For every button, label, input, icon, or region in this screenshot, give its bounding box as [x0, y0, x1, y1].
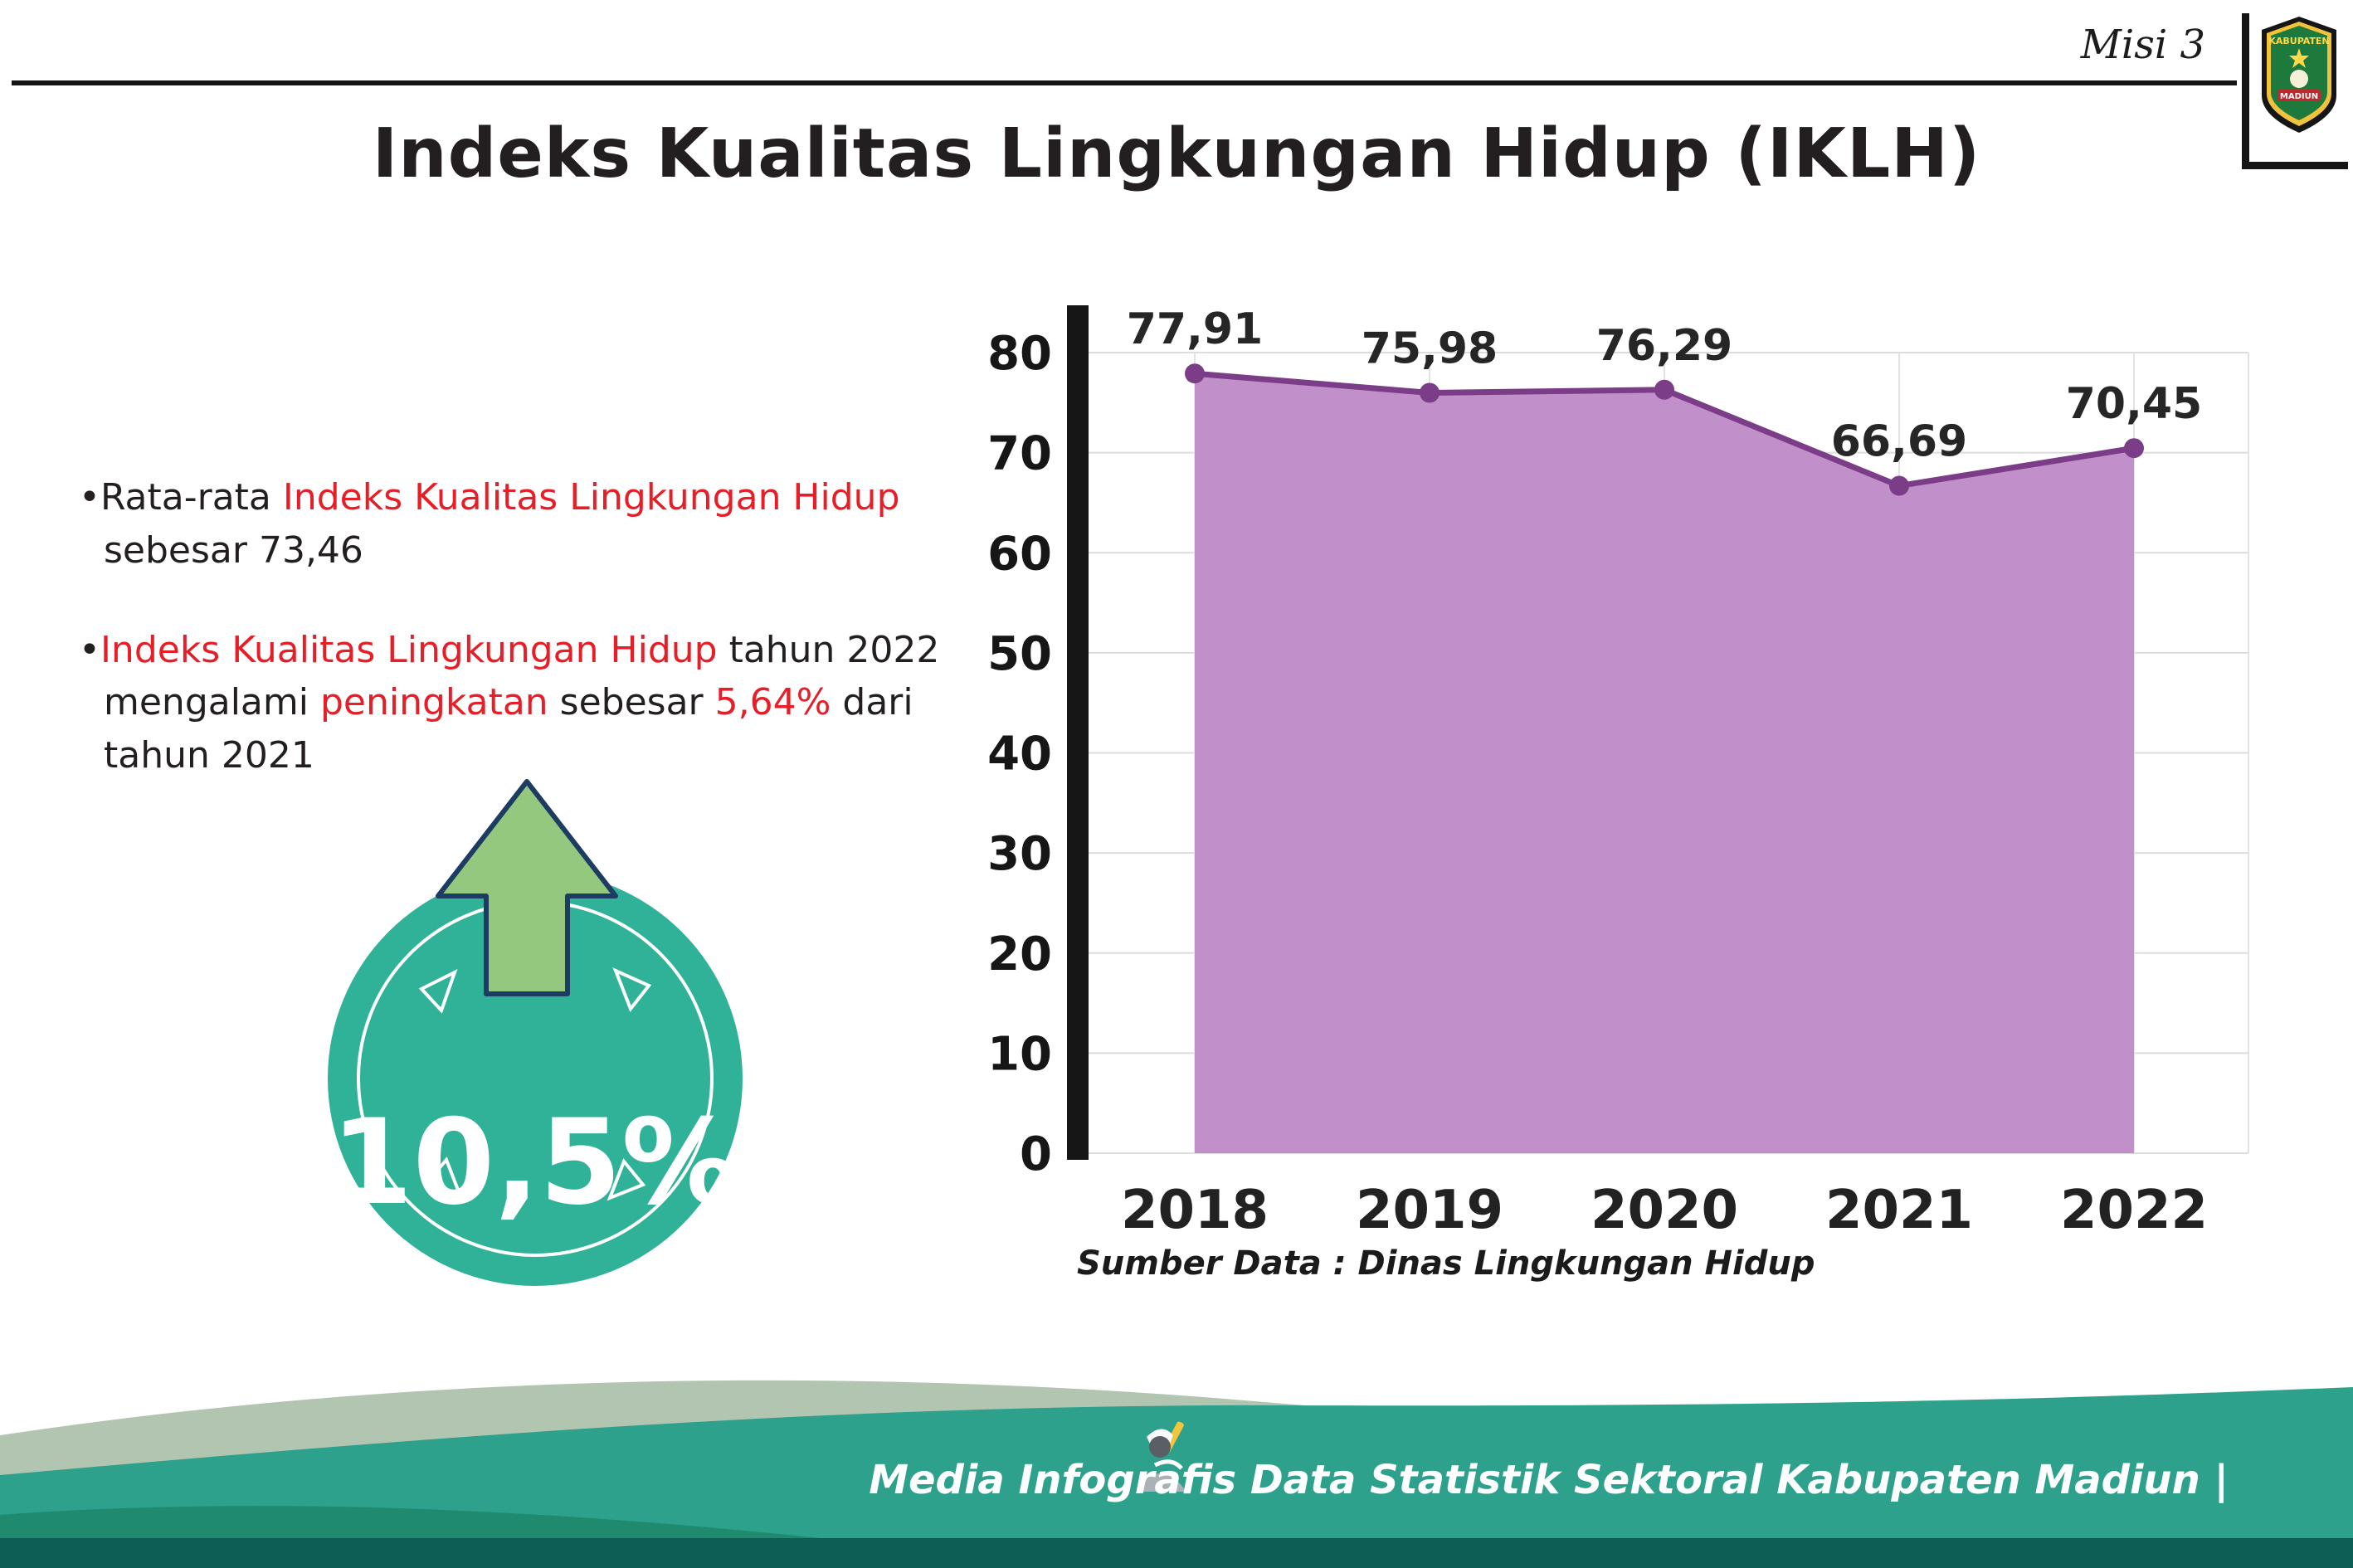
deco-triangle-icon: [424, 1157, 464, 1200]
y-tick-label: 10: [987, 1027, 1052, 1081]
x-tick-label: 2020: [1591, 1180, 1738, 1241]
value-label: 76,29: [1596, 321, 1732, 371]
deco-triangle-icon: [607, 1158, 646, 1201]
crest-top-text: KABUPATEN: [2268, 36, 2329, 46]
bullet-marker: •: [79, 476, 100, 519]
page-title: Indeks Kualitas Lingkungan Hidup (IKLH): [372, 114, 1981, 193]
y-tick-label: 50: [987, 627, 1052, 681]
text-segment: dari tahun 2021: [104, 681, 913, 777]
value-label: 75,98: [1362, 324, 1498, 373]
text-segment-highlight: Indeks Kualitas Lingkungan Hidup: [282, 476, 900, 519]
y-tick-label: 40: [987, 728, 1052, 782]
text-segment: Rata-rata: [100, 476, 283, 519]
text-segment: sebesar 73,46: [104, 528, 363, 572]
mascot-writer-icon: [1137, 1421, 1186, 1492]
text-segment: sebesar: [548, 681, 715, 724]
y-tick-label: 70: [987, 427, 1052, 481]
misi-label: Misi 3: [2080, 22, 2205, 68]
x-tick-label: 2019: [1356, 1180, 1503, 1241]
footer-wave: [0, 1380, 2353, 1568]
footer-strip: [0, 1538, 2353, 1568]
data-point: [1420, 382, 1440, 403]
y-tick-label: 30: [987, 827, 1052, 881]
deco-triangle-icon: [418, 969, 458, 1014]
badge-value: 10,5%: [331, 1094, 740, 1231]
text-segment: tahun 2022 mengalami: [104, 628, 940, 724]
key-points: •Rata-rata Indeks Kualitas Lingkungan Hi…: [79, 471, 1025, 829]
iklh-area-chart: 0 10 20 30 40 50 60 70 80 77,91 75,98 76,29 66,69 70,…: [954, 282, 2273, 1278]
area-fill: [1195, 373, 2134, 1153]
text-segment-highlight: peningkatan: [319, 681, 548, 724]
data-point: [1889, 475, 1909, 496]
bullet-marker: •: [79, 628, 100, 671]
data-point: [1654, 379, 1674, 400]
text-segment-highlight: Indeks Kualitas Lingkungan Hidup: [100, 628, 718, 671]
chart-canvas: 0 10 20 30 40 50 60 70 80 77,91 75,98 76,29 66,69 70,…: [987, 304, 2249, 1241]
chart-source: Sumber Data : Dinas Lingkungan Hidup: [1077, 1244, 1815, 1283]
increase-badge-graphic: 10,5%: [328, 779, 743, 1286]
increase-badge: 10,5%: [315, 772, 755, 1303]
y-tick-label: 0: [1020, 1127, 1052, 1181]
crest-bottom-text: MADIUN: [2279, 92, 2317, 101]
crest-shield-icon: KABUPATEN MADIUN: [2261, 17, 2336, 133]
y-tick-label: 80: [987, 327, 1052, 381]
value-label: 70,45: [2066, 379, 2202, 429]
kabupaten-madiun-logo: KABUPATEN MADIUN: [2242, 13, 2348, 169]
crest-banner: [2277, 90, 2321, 101]
data-point: [2124, 438, 2144, 459]
x-tick-label: 2018: [1121, 1180, 1269, 1241]
star-icon: [2288, 48, 2309, 68]
y-tick-label: 60: [987, 527, 1052, 581]
text-segment-highlight: 5,64%: [714, 681, 831, 724]
crest-emblem: [2289, 70, 2308, 88]
x-tick-label: 2022: [2060, 1180, 2208, 1241]
y-tick-label: 20: [987, 928, 1052, 981]
value-label: 66,69: [1831, 417, 1967, 467]
y-axis-bar: [1067, 305, 1089, 1160]
header-rule: [12, 80, 2237, 85]
x-tick-label: 2021: [1825, 1180, 1973, 1241]
footer-credit: Media Infografis Data Statistik Sektoral…: [869, 1457, 2229, 1503]
bullet-average-iklh: •Rata-rata Indeks Kualitas Lingkungan Hi…: [79, 471, 1025, 577]
bullet-increase-2022: •Indeks Kualitas Lingkungan Hidup tahun …: [79, 624, 1025, 782]
up-arrow-icon: [436, 779, 618, 996]
value-label: 77,91: [1127, 304, 1263, 354]
data-point: [1185, 363, 1205, 384]
deco-triangle-icon: [612, 967, 652, 1012]
